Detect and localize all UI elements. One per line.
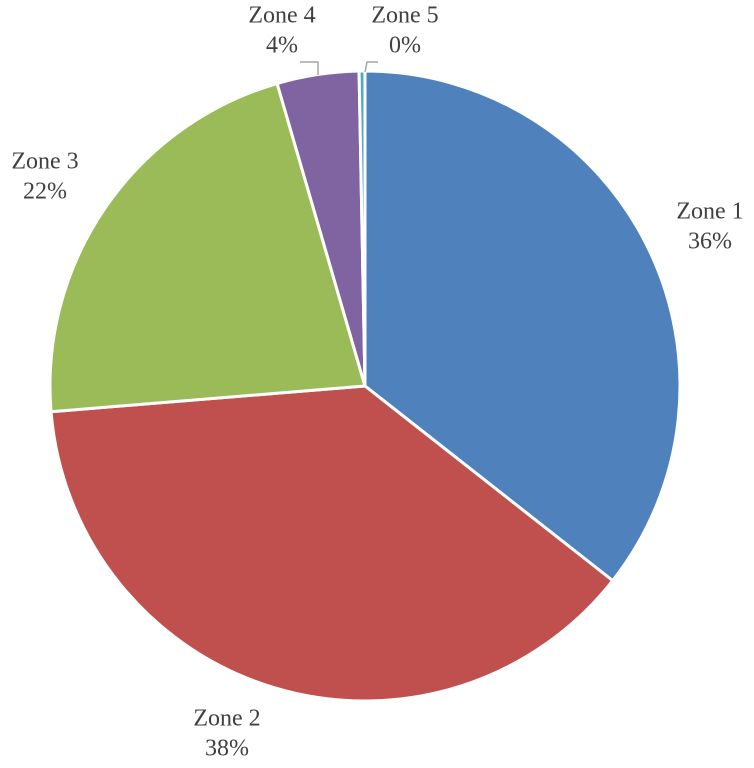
slice-value-label: 36%: [688, 229, 732, 255]
leader-line: [364, 61, 378, 73]
pie-slice: [363, 69, 682, 583]
slice-value-label: 0%: [389, 33, 421, 59]
pie-slice: [48, 82, 367, 414]
slice-label: Zone 5: [371, 3, 438, 29]
pie-slice: [49, 384, 615, 703]
slice-value-label: 22%: [23, 179, 67, 205]
slice-value-label: 4%: [266, 33, 298, 59]
slice-label: Zone 1: [676, 199, 743, 225]
slice-value-label: 38%: [205, 736, 249, 762]
slice-label: Zone 4: [248, 3, 315, 29]
slice-label: Zone 2: [193, 706, 260, 732]
leader-line: [300, 61, 319, 75]
slice-label: Zone 3: [11, 149, 78, 175]
